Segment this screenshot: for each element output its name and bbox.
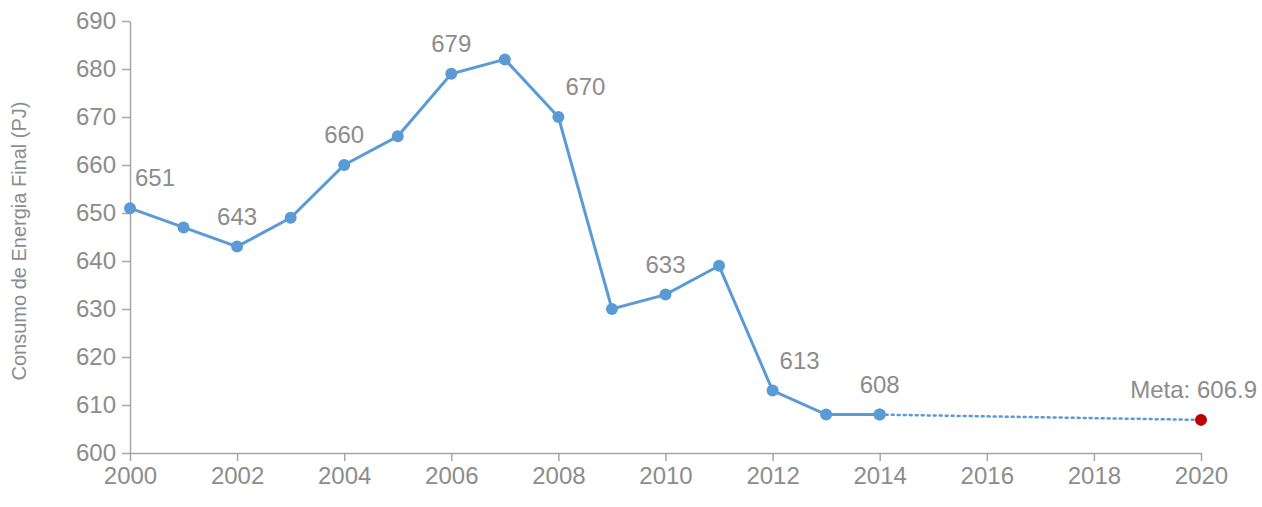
y-tick-label: 650 [76,199,116,226]
x-tick: 2006 [425,453,478,489]
y-tick: 660 [76,151,130,178]
marker [124,202,136,214]
y-tick-mark [122,405,130,407]
x-tick-label: 2018 [1068,462,1121,489]
marker [820,409,832,421]
data-label: Meta: 606.9 [1130,376,1257,403]
x-tick: 2020 [1175,453,1228,489]
y-tick-mark [122,21,130,23]
y-tick: 620 [76,343,130,370]
data-label: 670 [565,73,605,100]
data-label: 651 [135,164,175,191]
x-axis: 2000200220042006200820102012201420162018… [104,453,1228,489]
y-tick: 680 [76,55,130,82]
y-tick-mark [122,261,130,263]
line [130,59,880,414]
x-tick: 2012 [746,453,799,489]
x-tick: 2010 [639,453,692,489]
data-label: 633 [645,251,685,278]
x-tick: 2002 [211,453,264,489]
y-tick-label: 680 [76,55,116,82]
x-tick: 2008 [532,453,585,489]
x-tick-mark [237,453,239,461]
x-tick-label: 2020 [1175,462,1228,489]
x-tick-mark [1094,453,1096,461]
plot: 2000200220042006200820102012201420162018… [76,7,1257,489]
marker [231,241,243,253]
chart-svg: 2000200220042006200820102012201420162018… [0,0,1262,507]
x-tick-mark [451,453,453,461]
x-tick-mark [1201,453,1203,461]
y-tick: 600 [76,439,130,466]
marker [874,409,886,421]
marker [606,303,618,315]
marker [660,289,672,301]
x-tick-mark [879,453,881,461]
x-tick-label: 2002 [211,462,264,489]
marker [874,409,886,421]
y-tick-label: 600 [76,439,116,466]
x-tick-label: 2014 [854,462,907,489]
marker [392,130,404,142]
marks [124,53,1207,425]
x-tick-label: 2012 [746,462,799,489]
y-tick-label: 620 [76,343,116,370]
y-tick-label: 670 [76,103,116,130]
data-label: 613 [780,347,820,374]
x-tick: 2014 [854,453,907,489]
x-tick: 2004 [318,453,371,489]
y-tick: 610 [76,391,130,418]
y-tick: 640 [76,247,130,274]
y-axis-title: Consumo de Energia Final (PJ) [8,101,30,380]
x-tick-mark [665,453,667,461]
y-tick-label: 610 [76,391,116,418]
x-tick: 2016 [961,453,1014,489]
x-tick: 2018 [1068,453,1121,489]
x-tick-label: 2016 [961,462,1014,489]
marker [767,385,779,397]
marker [445,68,457,80]
y-tick-mark [122,117,130,119]
y-tick-mark [122,453,130,455]
y-tick-mark [122,165,130,167]
data-label: 660 [324,121,364,148]
y-tick-label: 630 [76,295,116,322]
y-tick: 650 [76,199,130,226]
marker [1195,414,1207,426]
y-tick: 690 [76,7,130,34]
x-tick-label: 2006 [425,462,478,489]
y-tick-mark [122,357,130,359]
x-tick-mark [344,453,346,461]
marker [285,212,297,224]
y-axis: 600 610 620 630 640 650 660 670 680 690 [76,7,131,466]
y-tick-mark [122,309,130,311]
x-tick-mark [987,453,989,461]
marker [499,53,511,65]
y-tick-label: 660 [76,151,116,178]
marker [713,260,725,272]
marker [552,111,564,123]
line [880,415,1201,420]
marker [338,159,350,171]
x-tick-mark [772,453,774,461]
y-tick: 630 [76,295,130,322]
x-tick-mark [558,453,560,461]
y-axis-line [130,22,132,454]
marker [178,221,190,233]
y-tick: 670 [76,103,130,130]
y-tick-label: 690 [76,7,116,34]
x-tick-label: 2004 [318,462,371,489]
data-label: 643 [217,203,257,230]
data-label: 679 [431,30,471,57]
y-tick-mark [122,69,130,71]
x-tick-label: 2010 [639,462,692,489]
chart-container: 2000200220042006200820102012201420162018… [0,0,1262,507]
data-label: 608 [860,371,900,398]
data-labels: 651 643 660 679 670 633 613 608 Meta: 606.9 [135,30,1257,403]
x-tick-label: 2008 [532,462,585,489]
y-tick-label: 640 [76,247,116,274]
